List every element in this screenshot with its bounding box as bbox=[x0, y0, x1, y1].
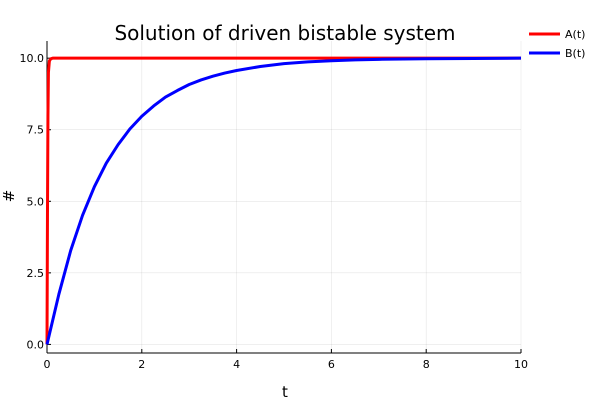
series-group bbox=[45, 56, 522, 345]
x-tick-label: 4 bbox=[233, 358, 240, 371]
x-tick-label: 6 bbox=[328, 358, 335, 371]
y-tick-label: 5.0 bbox=[27, 195, 45, 208]
series-line-1 bbox=[45, 56, 521, 345]
chart-title: Solution of driven bistable system bbox=[114, 21, 455, 45]
series-line-2 bbox=[45, 56, 522, 345]
x-tick-label: 2 bbox=[138, 358, 145, 371]
y-tick-label: 10.0 bbox=[20, 52, 45, 65]
x-tick-label: 10 bbox=[514, 358, 528, 371]
legend-label: A(t) bbox=[565, 28, 585, 41]
ticks: 0 2 4 6 8 10 0.0 2.5 5.0 7.5 10.0 bbox=[20, 52, 529, 371]
y-axis-label: # bbox=[0, 190, 18, 203]
axes bbox=[46, 41, 521, 354]
x-axis-label: t bbox=[282, 383, 288, 400]
x-tick-label: 8 bbox=[423, 358, 430, 371]
grid bbox=[46, 41, 522, 353]
y-tick-label: 0.0 bbox=[27, 338, 45, 351]
x-tick-label: 0 bbox=[44, 358, 51, 371]
legend-label: B(t) bbox=[565, 47, 585, 60]
y-tick-label: 7.5 bbox=[27, 124, 45, 137]
y-tick-label: 2.5 bbox=[27, 267, 45, 280]
legend: A(t) B(t) bbox=[529, 28, 585, 60]
